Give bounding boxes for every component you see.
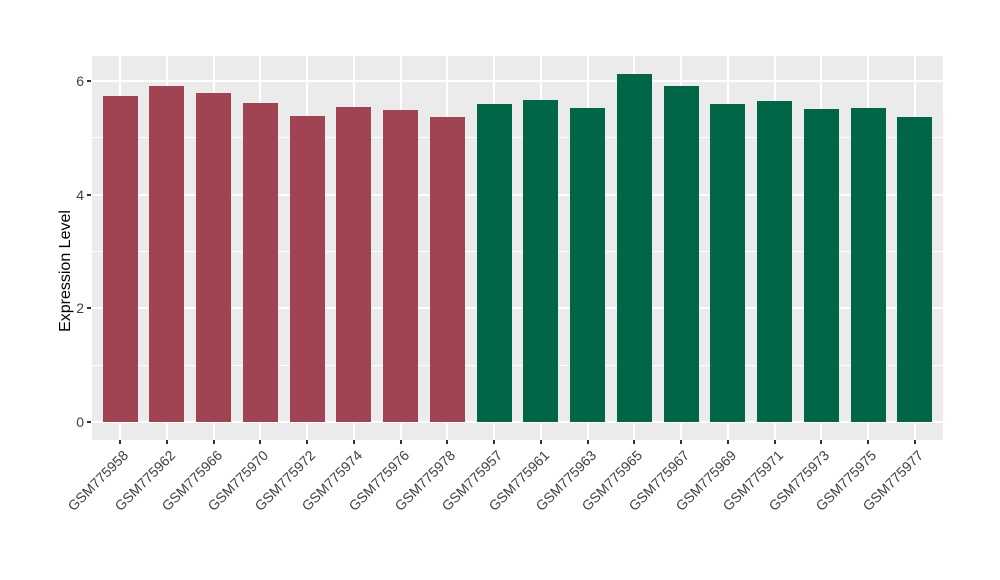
gridline-major: [92, 193, 943, 196]
x-tick-mark: [913, 440, 916, 444]
bar-gsm775976: [383, 109, 419, 422]
x-tick-mark: [680, 440, 683, 444]
plot-panel: [92, 56, 943, 440]
x-tick-mark: [446, 440, 449, 444]
bar-gsm775969: [710, 103, 746, 422]
gridline-major: [92, 421, 943, 423]
x-tick-mark: [867, 440, 870, 444]
bar-gsm775972: [289, 115, 325, 422]
y-tick-mark: [87, 307, 91, 310]
bar-gsm775962: [149, 86, 185, 422]
bar-gsm775958: [102, 95, 138, 422]
x-tick-mark: [633, 440, 636, 444]
x-tick-mark: [726, 440, 729, 444]
x-tick-mark: [773, 440, 776, 444]
bar-gsm775966: [196, 93, 232, 422]
x-tick-mark: [119, 440, 122, 444]
gridline-minor: [92, 250, 943, 252]
x-tick-mark: [352, 440, 355, 444]
bar-gsm775973: [803, 109, 839, 422]
y-tick-label: 0: [76, 414, 84, 430]
bar-gsm775967: [663, 86, 699, 422]
y-tick-mark: [87, 421, 91, 423]
bar-gsm775970: [242, 102, 278, 422]
x-tick-mark: [399, 440, 402, 444]
bar-gsm775978: [429, 117, 465, 422]
x-tick-mark: [493, 440, 496, 444]
y-tick-label: 4: [76, 186, 84, 203]
y-tick-label: 2: [76, 300, 84, 317]
x-tick-mark: [306, 440, 309, 444]
x-tick-mark: [165, 440, 168, 444]
bar-gsm775975: [850, 108, 886, 422]
y-tick-mark: [87, 193, 91, 196]
x-tick-mark: [820, 440, 823, 444]
bar-gsm775974: [336, 107, 372, 422]
gridline-minor: [92, 364, 943, 366]
gridline-minor: [92, 137, 943, 139]
bar-gsm775971: [757, 100, 793, 422]
gridline-major: [92, 307, 943, 310]
bar-gsm775963: [570, 108, 606, 422]
x-tick-mark: [539, 440, 542, 444]
y-tick-mark: [87, 79, 91, 82]
x-tick-mark: [259, 440, 262, 444]
bar-gsm775957: [476, 103, 512, 422]
x-tick-mark: [586, 440, 589, 444]
bar-gsm775961: [523, 100, 559, 422]
y-tick-label: 6: [76, 72, 84, 89]
bar-gsm775965: [616, 74, 652, 422]
gridline-major: [92, 79, 943, 82]
x-tick-mark: [212, 440, 215, 444]
bar-gsm775977: [897, 116, 933, 422]
